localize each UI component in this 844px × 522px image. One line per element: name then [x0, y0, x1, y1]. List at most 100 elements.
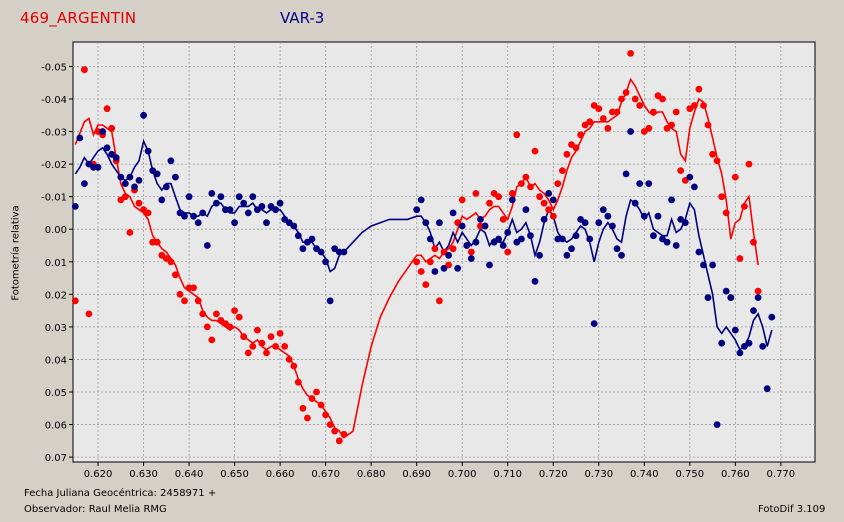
red-data-point [695, 85, 703, 93]
blue-data-point [121, 180, 129, 188]
blue-data-point [126, 173, 134, 181]
red-data-point [322, 411, 329, 419]
blue-data-point [745, 339, 753, 347]
blue-data-point [627, 128, 634, 135]
blue-data-point [172, 173, 179, 181]
x-tick-label: 0.700 [448, 469, 477, 480]
blue-data-point [231, 219, 239, 227]
red-data-point [577, 131, 584, 139]
red-data-point [226, 323, 234, 331]
x-tick-label: 0.770 [767, 469, 796, 480]
blue-data-point [340, 248, 348, 256]
blue-data-point [718, 339, 726, 347]
red-data-point [294, 378, 302, 386]
red-data-point [176, 290, 184, 298]
blue-data-point [522, 206, 530, 214]
blue-data-point [559, 235, 566, 243]
comparison-star-title: VAR-3 [280, 9, 325, 27]
red-data-point [700, 102, 707, 109]
blue-data-point [622, 170, 630, 178]
blue-data-point [76, 134, 84, 142]
blue-data-point [618, 251, 625, 259]
target-star-title: 469_ARGENTIN [20, 9, 137, 27]
red-data-point [317, 401, 325, 409]
y-tick-label: 0.05 [45, 388, 67, 399]
y-tick-label: -0.01 [41, 193, 67, 204]
blue-data-point [322, 258, 329, 266]
y-tick-label: 0.04 [45, 355, 67, 366]
blue-data-point [117, 173, 125, 181]
blue-data-point [754, 294, 762, 301]
blue-data-point [463, 242, 471, 249]
red-data-point [167, 258, 175, 266]
x-tick-label: 0.750 [675, 469, 704, 480]
red-data-point [153, 238, 161, 246]
red-data-point [618, 95, 625, 103]
red-data-point [622, 89, 630, 96]
blue-data-point [167, 157, 175, 165]
blue-data-point [536, 251, 543, 259]
red-data-point [267, 333, 275, 341]
x-tick-label: 0.670 [311, 469, 340, 480]
red-data-point [190, 284, 198, 292]
blue-data-point [181, 212, 188, 220]
x-tick-label: 0.730 [584, 469, 613, 480]
red-data-point [213, 310, 220, 318]
red-data-point [449, 245, 457, 253]
blue-data-point [499, 242, 507, 249]
red-data-point [313, 388, 320, 396]
blue-data-point [609, 222, 616, 230]
blue-data-point [71, 203, 79, 210]
blue-data-point [272, 206, 279, 214]
red-data-point [244, 349, 252, 357]
red-data-point [554, 180, 562, 188]
red-data-point [231, 307, 239, 314]
red-data-point [71, 297, 79, 305]
red-data-point [308, 395, 316, 402]
red-data-point [413, 258, 421, 266]
blue-data-point [258, 203, 266, 210]
blue-data-point [449, 209, 457, 217]
y-tick-label: -0.04 [41, 95, 67, 106]
y-tick-label: -0.02 [41, 160, 67, 171]
blue-data-point [695, 248, 703, 256]
y-tick-label: -0.05 [41, 62, 67, 73]
blue-data-point [94, 163, 102, 171]
red-data-point [108, 124, 116, 132]
red-data-point [121, 193, 129, 201]
blue-data-point [549, 196, 557, 204]
blue-data-point [681, 219, 689, 227]
red-data-point [499, 216, 507, 223]
blue-data-point [436, 219, 443, 227]
blue-data-point [709, 261, 716, 269]
red-data-point [326, 421, 334, 428]
red-data-point [586, 118, 594, 126]
blue-data-point [668, 196, 675, 204]
blue-data-point [568, 245, 575, 253]
red-data-point [709, 150, 716, 158]
red-data-point [258, 339, 266, 347]
red-data-point [249, 343, 257, 350]
blue-data-point [586, 235, 594, 243]
y-tick-label: 0.07 [45, 453, 67, 464]
red-data-point [513, 131, 521, 139]
blue-data-point [508, 196, 516, 204]
blue-data-point [763, 385, 771, 393]
blue-data-point [691, 183, 698, 191]
red-data-point [263, 349, 270, 357]
red-data-point [285, 356, 293, 363]
x-tick-label: 0.640 [175, 469, 204, 480]
blue-data-point [263, 219, 270, 227]
red-data-point [436, 297, 443, 305]
blue-data-point [636, 180, 644, 188]
red-data-point [604, 124, 612, 132]
blue-data-point [454, 264, 462, 272]
blue-data-point [631, 199, 639, 207]
red-data-point [536, 193, 543, 201]
red-data-point [254, 326, 261, 334]
blue-data-point [595, 219, 603, 227]
x-tick-label: 0.630 [129, 469, 158, 480]
red-data-point [540, 199, 548, 207]
y-tick-label: -0.03 [41, 128, 67, 139]
